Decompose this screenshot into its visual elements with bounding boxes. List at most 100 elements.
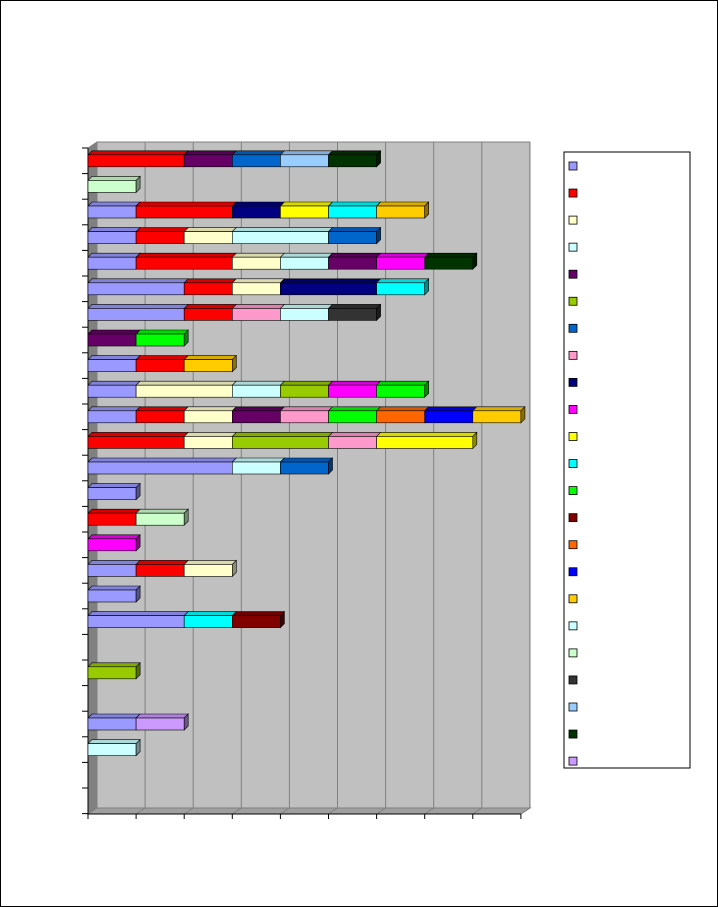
bar-segment-top [135, 380, 238, 386]
bar-segment [280, 410, 329, 424]
bar-segment-top [327, 432, 382, 437]
bar-row [87, 738, 141, 757]
bar-segment [87, 615, 185, 628]
legend-item [568, 756, 578, 766]
bar-segment-top [279, 457, 334, 463]
bar-segment [376, 282, 426, 296]
bar-segment [87, 666, 137, 680]
bar-segment [183, 410, 233, 424]
bar-segment-top [87, 560, 141, 565]
bar-segment-top [279, 150, 334, 156]
bar-segment-top [327, 380, 382, 386]
gridline [280, 807, 290, 815]
bar-segment-end [232, 559, 237, 578]
bar-segment-top [423, 252, 478, 258]
bar-row [87, 662, 141, 680]
bar-segment [135, 564, 185, 577]
legend-item [568, 215, 578, 225]
legend-item [568, 242, 578, 252]
bar-row [87, 252, 478, 270]
legend-item [568, 621, 578, 631]
bar-segment [232, 461, 281, 475]
legend-item [568, 459, 578, 468]
bar-segment [328, 205, 377, 219]
bar-segment [87, 231, 137, 244]
bar-segment [183, 436, 233, 449]
legend-swatch [568, 729, 578, 739]
bar-segment-end [135, 175, 141, 194]
legend-swatch [568, 350, 578, 360]
bar-segment [183, 308, 233, 321]
bar-segment-end [135, 662, 141, 680]
bar-segment-end [424, 201, 430, 219]
legend-item [568, 486, 578, 496]
legend-swatch [568, 405, 578, 414]
legend-swatch [568, 188, 578, 198]
bar-segment [232, 256, 281, 270]
legend-swatch [568, 377, 578, 387]
bar-segment-top [183, 611, 238, 616]
bar-segment [87, 154, 185, 168]
bar-segment-end [183, 508, 189, 526]
bar-segment [183, 154, 233, 168]
legend-swatch [568, 621, 578, 631]
bar-segment [280, 461, 329, 475]
bar-segment-top [279, 406, 334, 412]
bar-segment-end [376, 150, 381, 168]
bar-segment-top [231, 201, 286, 207]
bar-segment-top [87, 304, 189, 309]
bar-segment [87, 512, 137, 526]
bar-segment [87, 564, 137, 577]
bar-segment-end [135, 585, 141, 603]
bar-segment-top [183, 304, 238, 309]
legend-swatch [568, 567, 578, 577]
legend-swatch [568, 459, 578, 468]
bar-segment-end [280, 610, 285, 629]
bar-segment-top [87, 150, 189, 156]
bar-segment-top [87, 406, 141, 412]
bar-segment [376, 384, 426, 398]
bar-segment-top [135, 508, 189, 514]
bar-segment [232, 615, 281, 628]
bar-segment [135, 359, 185, 372]
gridline [472, 807, 483, 815]
bar-segment [87, 436, 185, 449]
bar-segment [87, 180, 137, 193]
legend-item [568, 350, 578, 360]
bar-segment-top [375, 201, 430, 207]
bar-segment-top [183, 432, 238, 437]
bar-segment-top [87, 739, 141, 744]
bar-segment-top [375, 406, 430, 412]
bar-segment-top [375, 278, 430, 284]
bar-segment [87, 256, 137, 270]
legend-item [568, 648, 578, 658]
legend-item [568, 729, 578, 739]
bar-segment-top [87, 227, 141, 232]
bar-segment-end [135, 534, 141, 552]
bar-segment-top [231, 406, 286, 412]
bar-segment-top [135, 201, 238, 207]
bar-segment-end [135, 738, 141, 757]
gridline [183, 807, 194, 815]
bar-segment [87, 461, 233, 475]
bar-segment [424, 410, 474, 424]
bar-segment-top [375, 380, 430, 386]
bar-segment [232, 384, 281, 398]
bar-segment [135, 205, 233, 219]
bar-segment-top [231, 611, 286, 616]
bar-segment [135, 256, 233, 270]
bar-segment [424, 256, 474, 270]
bar-segment-top [135, 355, 189, 360]
bar-segment-top [327, 252, 382, 258]
bar-segment-top [183, 278, 238, 284]
bar-segment [328, 231, 377, 244]
bar-row [87, 585, 141, 603]
bar-row [87, 201, 430, 219]
gridline [232, 807, 242, 815]
bar-segment-top [135, 560, 189, 565]
legend-swatch [568, 540, 578, 550]
bar-segment-top [87, 508, 141, 514]
bar-segment-end [376, 226, 381, 245]
bar-segment [328, 154, 377, 168]
